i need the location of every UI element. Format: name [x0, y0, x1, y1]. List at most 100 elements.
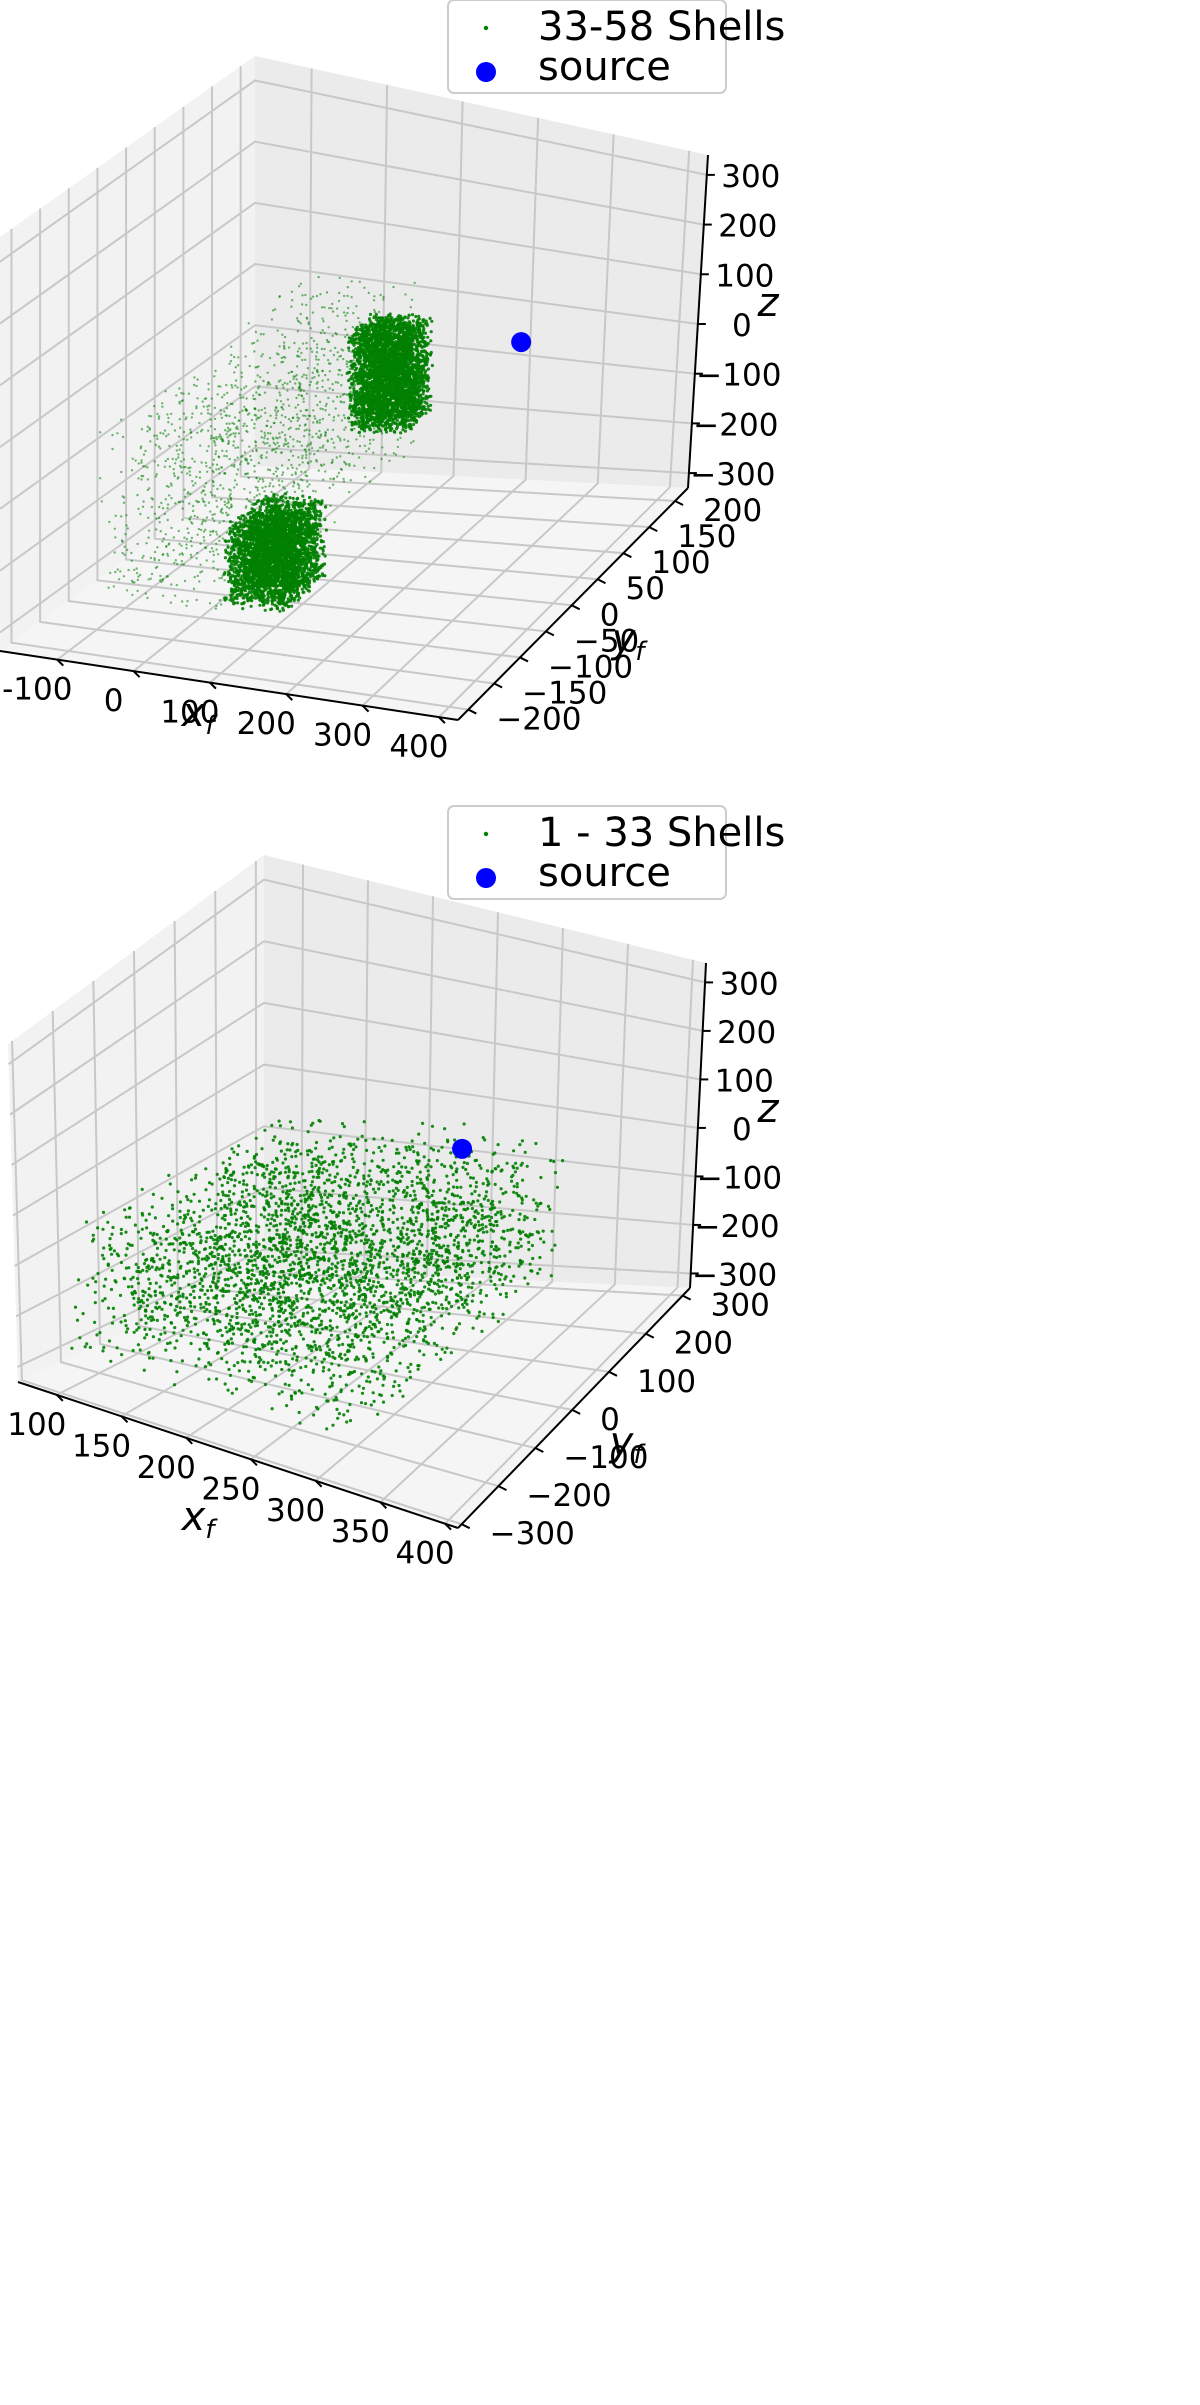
data-point	[301, 494, 305, 498]
data-point	[293, 521, 297, 526]
data-point	[315, 551, 319, 555]
data-point	[253, 559, 257, 563]
data-point	[258, 533, 262, 537]
data-point	[230, 545, 234, 549]
data-point	[300, 532, 304, 536]
data-point	[234, 579, 238, 583]
data-point	[277, 498, 281, 502]
data-point	[282, 561, 286, 566]
data-point	[315, 576, 320, 580]
data-point	[299, 512, 303, 516]
data-point	[281, 514, 286, 518]
data-point	[289, 576, 293, 580]
grid-line-x	[209, 101, 464, 684]
data-point	[270, 596, 274, 600]
data-point	[243, 549, 247, 553]
data-point	[270, 497, 274, 501]
data-point	[232, 559, 236, 563]
data-point	[288, 496, 292, 500]
data-point	[415, 337, 419, 341]
grid-line-z	[0, 79, 708, 263]
data-point	[237, 533, 241, 538]
data-point	[347, 346, 351, 350]
data-point	[243, 533, 247, 537]
data-point	[251, 571, 255, 576]
data-point	[283, 547, 288, 551]
data-point	[307, 555, 311, 559]
data-point	[243, 561, 247, 565]
data-point	[277, 568, 281, 572]
data-point	[276, 591, 280, 595]
data-point	[261, 603, 265, 607]
data-point	[305, 527, 309, 531]
data-point	[426, 335, 430, 339]
data-point	[266, 519, 270, 523]
data-point	[252, 587, 256, 591]
data-point	[242, 553, 246, 558]
data-point	[306, 513, 310, 518]
data-point	[274, 586, 278, 591]
data-point	[297, 505, 301, 509]
data-point	[350, 428, 354, 432]
data-point	[297, 526, 301, 530]
data-point	[307, 502, 311, 507]
data-point	[236, 601, 240, 605]
data-point	[309, 565, 313, 569]
data-point	[271, 547, 275, 552]
data-point	[293, 596, 297, 600]
data-point	[267, 523, 271, 527]
data-point	[316, 568, 320, 572]
data-point	[267, 595, 271, 599]
data-point	[301, 590, 305, 595]
data-point	[284, 551, 288, 556]
data-point	[248, 598, 252, 602]
data-point	[233, 534, 237, 538]
grid-line-z	[0, 140, 705, 325]
data-point	[260, 590, 264, 594]
data-point	[273, 526, 277, 530]
data-point	[367, 317, 372, 321]
data-point	[308, 510, 312, 514]
data-point	[308, 567, 312, 571]
data-point	[245, 524, 249, 528]
grid-line-z	[0, 324, 695, 510]
data-point	[250, 553, 254, 557]
data-point	[318, 522, 322, 526]
data-point	[272, 522, 276, 526]
data-point	[318, 534, 322, 538]
data-point	[309, 514, 313, 518]
data-point	[324, 528, 328, 532]
data-point	[272, 589, 276, 593]
data-point	[274, 499, 278, 504]
grid-line-y	[239, 66, 676, 503]
data-point	[303, 576, 308, 580]
data-point	[267, 554, 272, 558]
data-point	[239, 523, 243, 527]
data-point	[312, 509, 316, 513]
data-point	[242, 514, 246, 518]
data-point	[280, 588, 284, 592]
data-point	[245, 565, 249, 569]
data-point	[290, 604, 294, 608]
data-point	[430, 363, 434, 368]
data-point	[302, 548, 306, 552]
data-point	[258, 582, 262, 586]
data-point	[303, 558, 307, 563]
data-point	[227, 539, 231, 543]
data-point	[301, 572, 305, 576]
data-point	[264, 494, 268, 498]
data-point	[300, 508, 304, 512]
data-point	[261, 578, 265, 582]
data-point	[281, 601, 285, 606]
data-point	[258, 505, 262, 509]
data-point	[247, 569, 251, 574]
data-point	[252, 575, 256, 579]
grid-line-z	[0, 263, 698, 448]
data-point	[262, 559, 266, 563]
data-point	[316, 557, 320, 562]
data-point	[296, 598, 300, 602]
data-point	[237, 578, 242, 582]
data-point	[312, 577, 316, 582]
data-point	[262, 583, 266, 587]
data-point	[286, 605, 291, 609]
